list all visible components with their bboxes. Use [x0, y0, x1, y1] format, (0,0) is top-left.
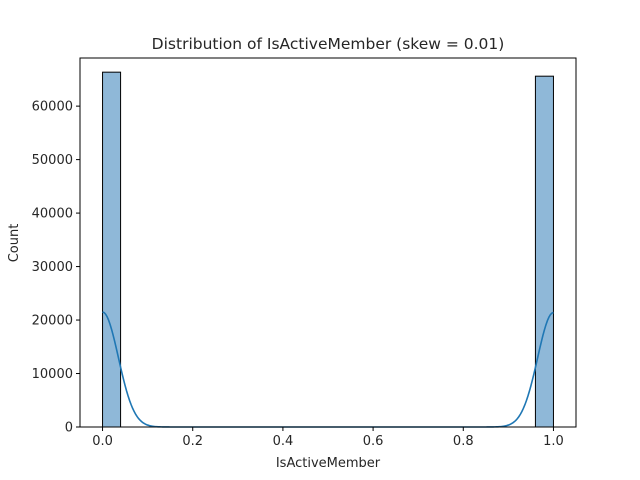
histogram-bar-0: [102, 71, 122, 428]
y-tick-label-2: 20000: [32, 314, 73, 329]
x-tick-label-5: 1.0: [543, 434, 564, 449]
kde-line: [102, 311, 554, 428]
y-tick-label-3: 30000: [32, 260, 73, 275]
axes-frame: [79, 57, 577, 428]
histogram-bar-1: [534, 75, 554, 428]
plot-area: 0.0 0.2 0.4 0.6 0.8 1.0 0 10000 20000 30000 40000 5…: [32, 57, 577, 449]
y-tick-label-5: 50000: [32, 153, 73, 168]
y-axis-label: Count: [7, 224, 22, 263]
y-tick-label-1: 10000: [32, 367, 73, 382]
x-tick-label-0: 0.0: [92, 434, 113, 449]
y-tick-label-0: 0: [65, 421, 73, 436]
x-tick-label-1: 0.2: [182, 434, 203, 449]
y-tick-label-6: 60000: [32, 100, 73, 115]
x-tick-label-3: 0.6: [363, 434, 384, 449]
x-axis-label: IsActiveMember: [276, 456, 381, 471]
chart-title: Distribution of IsActiveMember (skew = 0…: [152, 35, 505, 53]
y-tick-label-4: 40000: [32, 207, 73, 222]
x-tick-label-2: 0.4: [273, 434, 294, 449]
x-tick-label-4: 0.8: [453, 434, 474, 449]
